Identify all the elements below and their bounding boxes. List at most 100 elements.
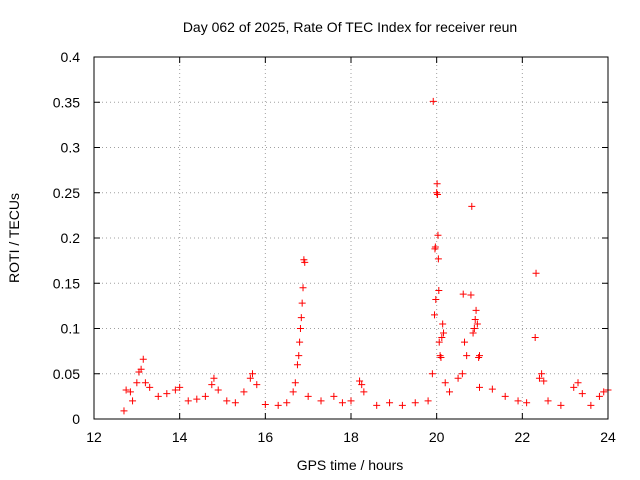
data-point	[431, 243, 439, 251]
data-point	[231, 399, 239, 407]
x-tick-label: 24	[600, 429, 616, 445]
grid-lines	[94, 57, 608, 419]
data-point	[358, 381, 366, 389]
data-point	[137, 365, 145, 373]
data-point	[317, 397, 325, 405]
data-point	[193, 395, 201, 403]
data-point	[347, 397, 355, 405]
data-point	[261, 401, 269, 409]
x-tick-label: 16	[258, 429, 274, 445]
data-point	[386, 399, 394, 407]
data-point	[356, 377, 364, 385]
data-point	[171, 386, 179, 394]
data-point	[293, 361, 301, 369]
data-point	[468, 202, 476, 210]
data-point	[141, 379, 149, 387]
x-tick-label: 20	[429, 429, 445, 445]
data-point	[429, 97, 437, 105]
data-point	[338, 399, 346, 407]
data-point	[424, 397, 432, 405]
data-point	[472, 306, 480, 314]
y-tick-label: 0.05	[53, 366, 80, 382]
data-point	[501, 392, 509, 400]
data-point	[176, 383, 184, 391]
data-point	[122, 386, 130, 394]
data-point	[570, 383, 578, 391]
data-point	[436, 352, 444, 360]
data-point	[458, 370, 466, 378]
data-point	[296, 325, 304, 332]
data-point	[476, 352, 483, 360]
data-point	[184, 397, 192, 405]
data-point	[248, 370, 256, 378]
data-point	[540, 377, 548, 385]
data-point	[274, 401, 282, 409]
data-point	[475, 353, 483, 361]
axis-ticks: 12 14 16 18 20 22 24 0 0.05 0.1 0.15 0.2 0.25 0.3 0.35…	[53, 49, 616, 445]
data-point	[454, 374, 462, 382]
data-point	[470, 325, 478, 332]
x-tick-label: 18	[343, 429, 359, 445]
y-tick-label: 0.2	[61, 230, 81, 246]
data-point	[438, 334, 446, 342]
data-point	[532, 269, 540, 277]
data-point	[434, 191, 442, 199]
data-point	[446, 388, 454, 396]
data-point	[578, 390, 586, 398]
data-point	[214, 386, 222, 394]
data-point	[587, 401, 595, 409]
data-point	[201, 392, 209, 400]
data-point	[432, 296, 440, 304]
data-point	[595, 392, 603, 400]
data-point	[240, 388, 248, 396]
data-point	[471, 315, 479, 323]
data-point	[434, 231, 442, 239]
data-point	[398, 401, 406, 409]
data-point	[373, 401, 381, 409]
data-point	[120, 407, 128, 415]
data-point	[139, 355, 147, 363]
data-point	[431, 311, 439, 319]
data-point	[126, 388, 134, 396]
y-tick-label: 0.15	[53, 275, 80, 291]
data-point	[473, 320, 481, 328]
data-point	[289, 388, 297, 396]
data-point	[557, 401, 565, 409]
data-point	[435, 338, 443, 346]
x-tick-label: 22	[515, 429, 531, 445]
data-point	[435, 286, 443, 294]
data-point	[301, 258, 309, 266]
data-point	[304, 392, 312, 400]
chart-title: Day 062 of 2025, Rate Of TEC Index for r…	[183, 19, 517, 35]
data-points	[120, 97, 612, 415]
data-point	[154, 392, 162, 400]
data-point	[459, 290, 467, 298]
y-tick-label: 0.3	[61, 140, 81, 156]
x-axis-label: GPS time / hours	[297, 457, 404, 473]
data-point	[600, 388, 608, 396]
y-tick-label: 0	[72, 411, 80, 427]
data-point	[523, 399, 531, 407]
data-point	[476, 383, 483, 391]
y-tick-label: 0.4	[61, 49, 81, 65]
data-point	[469, 329, 477, 337]
data-point	[574, 379, 582, 387]
data-point	[461, 338, 469, 346]
x-tick-label: 14	[172, 429, 188, 445]
y-axis-label: ROTI / TECUs	[6, 193, 22, 283]
data-point	[297, 314, 305, 322]
data-point	[296, 338, 304, 346]
x-tick-label: 12	[86, 429, 102, 445]
data-point	[488, 385, 496, 393]
y-tick-label: 0.1	[61, 321, 81, 337]
data-point	[437, 353, 445, 361]
data-point	[146, 383, 154, 391]
data-point	[246, 374, 254, 382]
data-point	[535, 374, 543, 382]
data-point	[467, 291, 475, 299]
data-point	[298, 299, 306, 307]
data-point	[463, 352, 471, 360]
data-point	[433, 189, 441, 197]
data-point	[411, 399, 419, 407]
